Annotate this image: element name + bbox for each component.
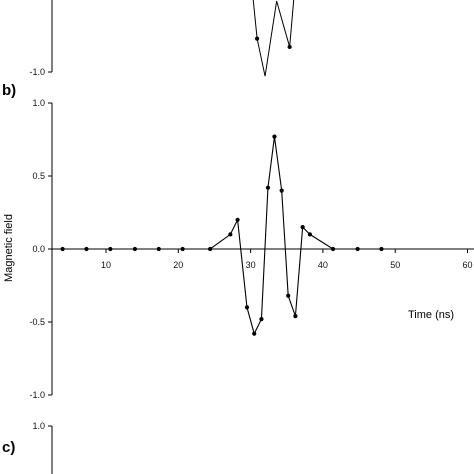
data-point: [293, 314, 298, 319]
x-tick-label: 50: [390, 260, 400, 270]
panel-a-data-point: [255, 36, 260, 41]
panel-a: -1.0: [29, 0, 295, 77]
y-tick-label: 0.5: [32, 171, 45, 181]
data-point: [84, 246, 89, 252]
y-tick-label: 1.0: [32, 98, 45, 108]
y-tick-label: -1.0: [29, 390, 45, 400]
data-point: [300, 225, 305, 230]
data-point: [208, 246, 213, 252]
series-line: [62, 136, 382, 336]
x-tick-label: 60: [462, 260, 472, 270]
x-tick-label: 20: [173, 260, 183, 270]
data-point: [286, 293, 291, 298]
x-axis-title: Time (ns): [408, 309, 454, 321]
panel-a-data-point: [287, 44, 292, 50]
data-point: [60, 246, 65, 252]
data-point: [330, 246, 336, 252]
data-point: [265, 185, 271, 190]
panel-a-ytick-label: -1.0: [29, 67, 45, 77]
data-point: [180, 246, 185, 252]
data-point: [252, 331, 257, 336]
data-point: [156, 246, 161, 252]
y-tick-label: -0.5: [29, 317, 45, 327]
panel-c-ytick-label: 1.0: [32, 421, 45, 431]
panel-b-label: b): [2, 82, 16, 99]
panel-b: b) 1.0 0.5 0.0 -0.5 -1.0 10 20 30 40 50 60 Magnet…: [2, 82, 474, 400]
x-tick-label: 30: [246, 260, 256, 270]
panel-a-series-line: [252, 0, 295, 77]
data-point: [259, 316, 264, 322]
data-point: [108, 246, 113, 252]
data-point: [307, 232, 312, 237]
data-point: [228, 232, 233, 237]
data-point: [379, 246, 384, 252]
data-point: [272, 134, 277, 139]
data-point: [244, 305, 250, 310]
panel-c-label: c): [2, 439, 15, 456]
y-tick-label: 0.0: [32, 244, 45, 254]
data-point: [279, 188, 284, 193]
y-axis-title: Magnetic field: [3, 214, 15, 282]
panel-c: c) 1.0: [2, 421, 53, 474]
data-point: [132, 246, 138, 252]
data-point: [355, 246, 360, 252]
x-tick-label: 10: [101, 260, 111, 270]
x-tick-label: 40: [318, 260, 328, 270]
data-point: [235, 217, 240, 222]
